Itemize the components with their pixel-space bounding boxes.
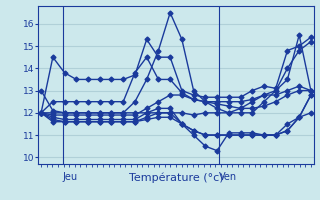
Text: Jeu: Jeu [63,172,78,182]
Text: Ven: Ven [219,172,237,182]
X-axis label: Température (°c): Température (°c) [129,172,223,183]
